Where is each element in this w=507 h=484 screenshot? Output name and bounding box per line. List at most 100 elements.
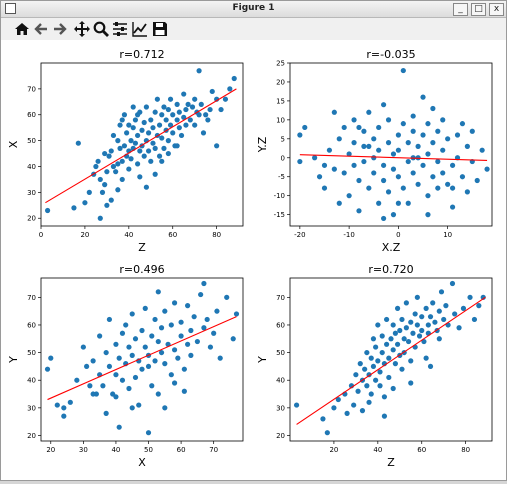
close-button[interactable]: x: [489, 3, 504, 16]
data-point: [464, 189, 470, 195]
data-point: [207, 106, 213, 113]
data-point: [119, 330, 126, 336]
x-axis-label: X: [138, 456, 146, 469]
data-point: [454, 132, 461, 138]
arrow-left-icon: [34, 23, 47, 35]
data-point: [430, 300, 436, 306]
data-point: [82, 200, 88, 206]
data-point: [452, 311, 458, 317]
data-point: [351, 117, 357, 123]
data-point: [95, 158, 101, 164]
data-point: [445, 181, 451, 187]
data-point: [117, 145, 123, 151]
data-point: [165, 138, 171, 144]
data-point: [441, 316, 447, 323]
data-point: [116, 355, 122, 361]
data-point: [97, 333, 103, 339]
y-axis-label: Y: [256, 356, 269, 364]
data-point: [155, 289, 161, 295]
axes-frame: [289, 62, 493, 227]
data-point: [152, 316, 158, 323]
data-point: [425, 151, 431, 157]
data-point: [390, 212, 397, 218]
data-point: [135, 161, 141, 167]
data-point: [370, 363, 377, 370]
line-chart-icon: [132, 22, 147, 37]
data-point: [423, 305, 429, 311]
data-point: [126, 344, 132, 350]
data-point: [145, 363, 152, 370]
edit-axes-button[interactable]: [131, 20, 149, 38]
data-point: [381, 394, 388, 400]
data-point: [312, 155, 318, 161]
back-button[interactable]: [32, 20, 50, 38]
x-tick-label: 60: [177, 446, 186, 454]
data-point: [198, 101, 204, 107]
data-point: [432, 319, 438, 325]
minimize-button[interactable]: _: [453, 3, 468, 16]
maximize-button[interactable]: □: [471, 3, 486, 16]
pan-button[interactable]: [73, 20, 91, 38]
data-point: [167, 122, 174, 128]
data-point: [54, 402, 60, 408]
y-tick-label: 10: [276, 116, 285, 124]
data-point: [136, 402, 142, 408]
data-point: [175, 355, 181, 361]
data-point: [344, 410, 350, 416]
configure-button[interactable]: [111, 20, 129, 38]
data-point: [392, 361, 398, 367]
data-point: [149, 333, 155, 339]
data-point: [126, 166, 132, 172]
data-point: [390, 385, 396, 392]
data-point: [141, 153, 147, 159]
data-point: [381, 215, 387, 222]
save-button[interactable]: [151, 20, 169, 38]
data-point: [395, 174, 401, 180]
data-point: [142, 344, 148, 350]
data-point: [480, 294, 486, 300]
home-button[interactable]: [13, 20, 31, 38]
data-point: [108, 148, 114, 154]
data-point: [386, 374, 392, 381]
data-point: [364, 383, 370, 389]
data-point: [415, 155, 421, 161]
data-point: [194, 338, 200, 345]
data-point: [375, 358, 381, 364]
data-point: [408, 380, 414, 386]
data-point: [61, 405, 67, 411]
data-point: [189, 104, 196, 110]
title-bar[interactable]: Figure 1 _ □ x: [1, 1, 506, 18]
data-point: [129, 352, 135, 358]
data-point: [188, 327, 194, 334]
save-icon: [153, 22, 167, 36]
data-point: [460, 305, 467, 311]
data-point: [145, 148, 152, 154]
data-point: [119, 377, 126, 383]
data-point: [230, 336, 236, 342]
data-point: [440, 170, 446, 176]
data-point: [204, 316, 210, 323]
data-point: [170, 112, 176, 118]
data-point: [99, 189, 106, 195]
data-point: [321, 185, 328, 191]
data-point: [156, 122, 163, 128]
plot-title: r=0.712: [119, 48, 164, 61]
data-point: [395, 200, 401, 206]
data-point: [162, 308, 168, 314]
data-point: [368, 391, 374, 397]
data-point: [132, 117, 139, 123]
data-point: [150, 125, 156, 131]
zoom-button[interactable]: [92, 20, 110, 38]
data-point: [419, 314, 425, 320]
data-point: [390, 347, 396, 353]
forward-button[interactable]: [51, 20, 69, 38]
data-point: [394, 305, 401, 311]
data-point: [161, 145, 167, 151]
arrow-right-icon: [54, 23, 67, 35]
y-tick-label: 0: [281, 154, 285, 162]
data-point: [381, 102, 387, 108]
data-point: [102, 182, 108, 188]
regression-line: [296, 296, 486, 425]
